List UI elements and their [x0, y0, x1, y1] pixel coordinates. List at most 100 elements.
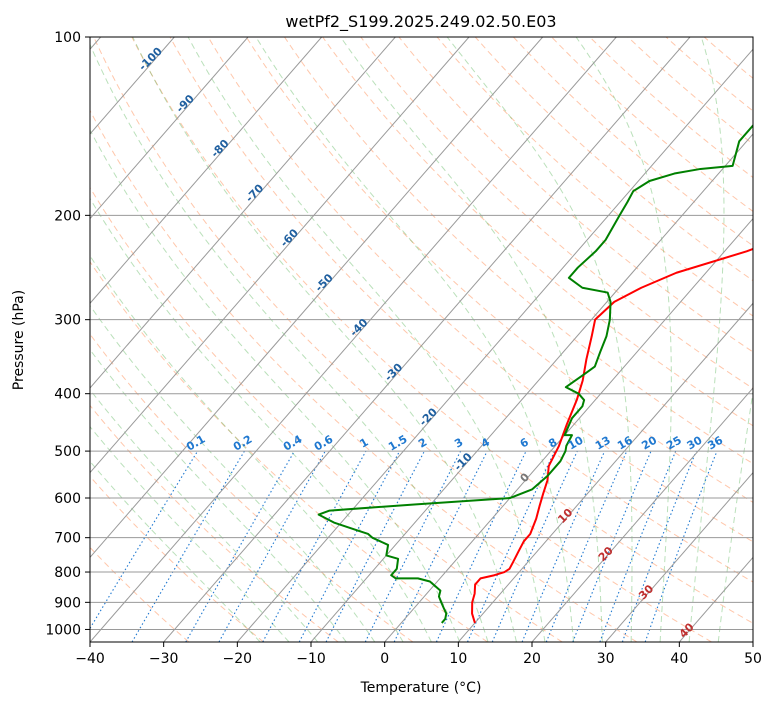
- isotherm-line: [236, 48, 753, 642]
- dry-adiabat: [589, 37, 753, 179]
- mixing-ratio-label: 6: [518, 435, 531, 450]
- y-tick-label: 1000: [45, 622, 81, 638]
- dry-adiabat: [169, 37, 753, 583]
- isotherm-label: -100: [136, 44, 165, 73]
- plot-frame: [89, 36, 754, 643]
- isotherm-line: [90, 37, 249, 220]
- y-tick-label: 400: [54, 387, 81, 403]
- isotherm-label: -50: [313, 271, 336, 294]
- y-axis-title: Pressure (hPa): [11, 290, 27, 390]
- mixing-ratio-line: [621, 450, 697, 642]
- mixing-ratio-label: 13: [593, 434, 613, 453]
- isotherm-line: [678, 556, 753, 642]
- lcl-label: 30: [636, 582, 656, 602]
- moist-adiabat: [90, 197, 432, 642]
- axis-layer: −40 −30 −20 −10 0 10 20 30 40 5010020030040050060…: [45, 30, 762, 667]
- x-tick-label: 50: [744, 651, 762, 667]
- isotherm-label: -90: [174, 92, 197, 115]
- isotherm-line: [90, 37, 396, 389]
- mixing-ratio-label: 16: [615, 433, 635, 452]
- isotherm-line: [163, 37, 691, 642]
- moist-adiabat: [90, 388, 319, 642]
- y-tick-label: 700: [54, 531, 81, 547]
- y-tick-label: 200: [54, 208, 81, 224]
- x-tick-label: 30: [597, 651, 615, 667]
- mixing-ratio-label: 4: [479, 435, 492, 450]
- chart-title: wetPf2_S199.2025.249.02.50.E03: [285, 12, 556, 32]
- dry-adiabat: [513, 37, 753, 247]
- mixing-ratio-label: 0.2: [231, 433, 254, 454]
- temperature-line: [471, 247, 753, 624]
- dry-adiabat: [90, 475, 264, 642]
- moist-adiabat: [90, 304, 376, 642]
- dry-adiabat: [245, 37, 753, 503]
- isotherm-line: [384, 217, 753, 642]
- x-tick-label: 10: [449, 651, 467, 667]
- isotherm-label: -60: [278, 226, 301, 249]
- moist-adiabat: [90, 460, 261, 642]
- dry-adiabat: [90, 260, 488, 642]
- y-tick-label: 600: [54, 491, 81, 507]
- dry-adiabat: [90, 186, 563, 642]
- x-tick-label: −20: [223, 651, 253, 667]
- isotherm-line: [752, 641, 753, 642]
- mixing-ratio-line: [599, 450, 677, 642]
- dry-adiabat: [90, 109, 638, 642]
- mixing-ratio-line: [644, 450, 718, 642]
- x-tick-label: −30: [149, 651, 179, 667]
- dry-adiabat: [93, 37, 712, 642]
- moist-adiabat: [90, 425, 290, 642]
- mixing-ratio-line: [218, 450, 326, 642]
- x-tick-label: −10: [296, 651, 326, 667]
- y-tick-label: 800: [54, 565, 81, 581]
- moist-adiabat: [255, 37, 575, 642]
- dry-adiabat: [131, 37, 753, 624]
- isotherm-line: [90, 37, 617, 642]
- label-layer: 0.1 0.2 0.4 0.6 1 1.5 2 3 4 6 8 10 13 16 20 25 30 36-100-…: [136, 44, 725, 640]
- dry-adiabat: [703, 37, 753, 79]
- isotherm-label: -70: [243, 181, 266, 204]
- mixing-ratio-label: 20: [639, 433, 659, 452]
- moist-adiabat: [575, 37, 672, 642]
- data-layer: [317, 123, 753, 624]
- x-tick-label: 20: [523, 651, 541, 667]
- mixing-ratio-line: [262, 450, 367, 642]
- moist-adiabat: [90, 128, 461, 642]
- isotherm-label: -80: [208, 137, 231, 160]
- mixing-ratio-label: 1: [358, 436, 371, 451]
- x-tick-label: 0: [380, 651, 389, 667]
- mixing-ratio-line: [521, 450, 606, 642]
- isotherm-line: [605, 471, 753, 642]
- moist-adiabat: [187, 37, 546, 642]
- mixing-ratio-label: 30: [685, 433, 705, 452]
- dry-adiabat: [90, 546, 190, 642]
- mixing-ratio-label: 10: [566, 433, 586, 452]
- x-tick-label: 40: [670, 651, 688, 667]
- lcl-label: 40: [677, 620, 697, 640]
- isotherm-line: [90, 37, 544, 559]
- mixing-ratio-label: 25: [664, 434, 684, 453]
- isotherm-line: [531, 387, 753, 642]
- isotherm-label: -30: [382, 360, 405, 383]
- dry-adiabat: [90, 404, 339, 642]
- mixing-ratio-label: 1.5: [386, 433, 409, 454]
- mixing-ratio-label: 0.6: [312, 432, 336, 453]
- isotherm-line: [310, 133, 753, 642]
- dewpoint-line: [317, 123, 753, 624]
- mixing-ratio-line: [545, 450, 628, 642]
- moist-adiabat: [340, 37, 603, 642]
- isotherm-line: [457, 302, 753, 642]
- dry-adiabat: [398, 37, 753, 353]
- moist-adiabat: [688, 37, 725, 642]
- mixing-ratio-line: [572, 450, 652, 642]
- moist-adiabat: [717, 388, 753, 642]
- mixing-ratio-label: 3: [452, 436, 465, 451]
- x-tick-label: −40: [75, 651, 105, 667]
- mixing-ratio-line: [491, 450, 578, 642]
- mixing-ratio-line: [364, 450, 462, 642]
- lcl-label: 0: [518, 470, 533, 485]
- moist-adiabat: [90, 43, 489, 642]
- dry-adiabat: [665, 37, 753, 112]
